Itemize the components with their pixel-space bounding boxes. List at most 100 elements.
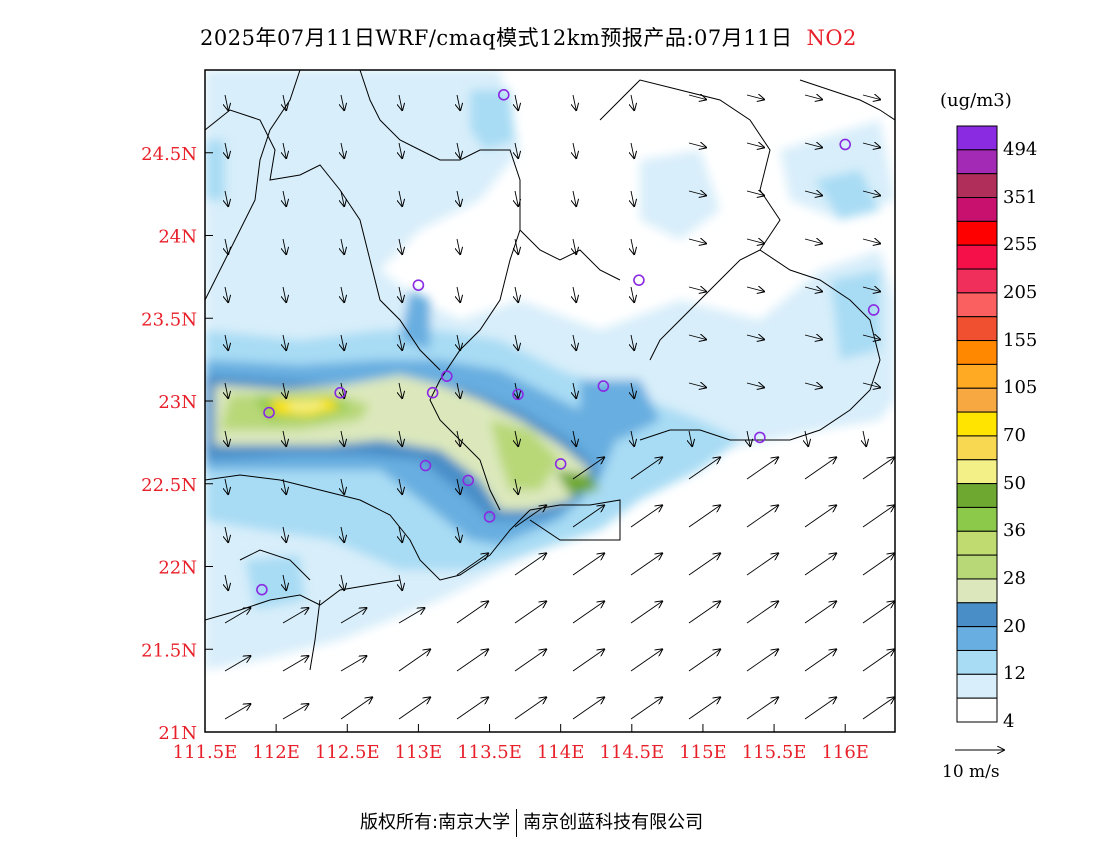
wind-arrow <box>457 190 460 206</box>
lat-tick-label: 21.5N <box>141 640 197 661</box>
station-marker <box>754 431 766 444</box>
wind-arrow <box>804 335 822 340</box>
legend-value-label: 4 <box>1003 711 1015 732</box>
lon-tick-label: 116E <box>821 742 869 763</box>
wind-arrow <box>282 656 309 672</box>
wind-arrow <box>225 286 228 302</box>
wind-arrow <box>572 553 604 576</box>
legend-color-swatch <box>956 244 998 270</box>
lat-tick-label: 23.5N <box>141 309 197 330</box>
wind-arrow <box>225 190 228 206</box>
wind-arrow <box>688 191 706 196</box>
wind-arrow <box>746 457 778 480</box>
wind-arrow <box>689 430 692 446</box>
lon-tick-label: 114E <box>537 742 585 763</box>
wind-arrow <box>515 142 518 158</box>
wind-arrow <box>515 286 518 302</box>
legend-unit: (ug/m3) <box>940 90 1012 111</box>
wind-arrow <box>399 430 402 446</box>
wind-arrow <box>631 430 634 446</box>
wind-arrow <box>514 553 546 576</box>
wind-arrow <box>457 430 460 446</box>
lon-tick-label: 115.5E <box>742 742 807 763</box>
wind-arrow <box>457 94 460 110</box>
wind-arrow <box>283 574 286 590</box>
wind-arrow <box>398 649 430 672</box>
wind-arrow <box>630 601 662 624</box>
lon-tick-label: 115E <box>679 742 727 763</box>
lon-tick-label: 113.5E <box>457 742 522 763</box>
legend-color-swatch <box>956 459 998 485</box>
legend-value-label: 155 <box>1003 329 1038 351</box>
station-marker <box>426 386 439 399</box>
wind-arrow <box>862 335 880 340</box>
wind-arrow <box>225 238 228 254</box>
legend-color-swatch <box>956 173 998 199</box>
legend-color-swatch <box>956 363 998 389</box>
wind-arrow <box>746 143 764 148</box>
legend-value-label: 105 <box>1003 377 1038 399</box>
wind-arrow <box>514 697 546 720</box>
wind-arrow <box>515 382 518 398</box>
wind-arrow <box>399 190 402 206</box>
wind-arrow <box>688 457 720 480</box>
lat-tick-label: 23N <box>158 392 197 413</box>
wind-arrow <box>804 383 822 388</box>
wind-arrow <box>630 457 662 480</box>
wind-arrow <box>863 430 866 446</box>
wind-arrow <box>399 142 402 158</box>
legend-color-swatch <box>956 411 998 437</box>
wind-arrow <box>341 286 344 302</box>
wind-arrow <box>515 478 518 494</box>
legend-value-label: 12 <box>1003 663 1026 685</box>
wind-arrow <box>688 287 706 292</box>
wind-arrow <box>862 239 880 244</box>
map-title: 2025年07月11日WRF/cmaq模式12km预报产品:07月11日 NO2 <box>200 22 920 52</box>
wind-arrow <box>225 334 228 350</box>
footer-separator <box>516 809 518 837</box>
wind-arrow <box>225 382 228 398</box>
station-marker <box>497 89 510 101</box>
wind-arrow <box>630 505 662 528</box>
lon-tick-label: 112E <box>252 742 300 763</box>
wind-arrow <box>631 94 634 110</box>
wind-arrow <box>514 649 546 672</box>
wind-arrow <box>572 697 604 720</box>
wind-arrow <box>804 457 836 480</box>
wind-arrow <box>747 430 750 446</box>
wind-arrow <box>688 649 720 672</box>
wind-arrow <box>457 478 460 494</box>
wind-arrow <box>573 430 576 446</box>
wind-arrow <box>572 457 604 480</box>
wind-arrow <box>862 287 880 292</box>
legend-value-label: 20 <box>1003 615 1026 637</box>
station-marker <box>512 388 524 401</box>
legend-color-swatch <box>956 340 998 365</box>
color-legend <box>956 125 998 723</box>
station-marker <box>334 386 346 399</box>
wind-reference-label: 10 m/s <box>942 762 1000 782</box>
wind-arrow <box>804 601 836 624</box>
wind-arrow <box>341 574 344 590</box>
station-marker <box>256 583 268 596</box>
wind-arrow <box>224 704 251 720</box>
wind-arrow <box>225 574 228 590</box>
wind-arrow <box>862 553 894 576</box>
legend-color-swatch <box>956 673 998 699</box>
wind-arrow <box>688 383 706 388</box>
legend-value-label: 255 <box>1003 234 1038 256</box>
wind-arrow <box>688 95 706 100</box>
wind-arrow <box>399 286 402 302</box>
legend-value-label: 70 <box>1003 424 1026 446</box>
wind-arrow <box>456 553 488 576</box>
legend-color-swatch <box>956 220 998 246</box>
wind-arrow <box>804 287 822 292</box>
wind-arrow <box>746 239 764 244</box>
legend-color-swatch <box>956 626 998 651</box>
wind-arrow <box>283 526 286 542</box>
wind-arrow <box>804 95 822 100</box>
legend-value-label: 36 <box>1003 520 1026 542</box>
footer-left: 版权所有:南京大学 <box>360 812 511 833</box>
wind-arrow <box>804 649 836 672</box>
